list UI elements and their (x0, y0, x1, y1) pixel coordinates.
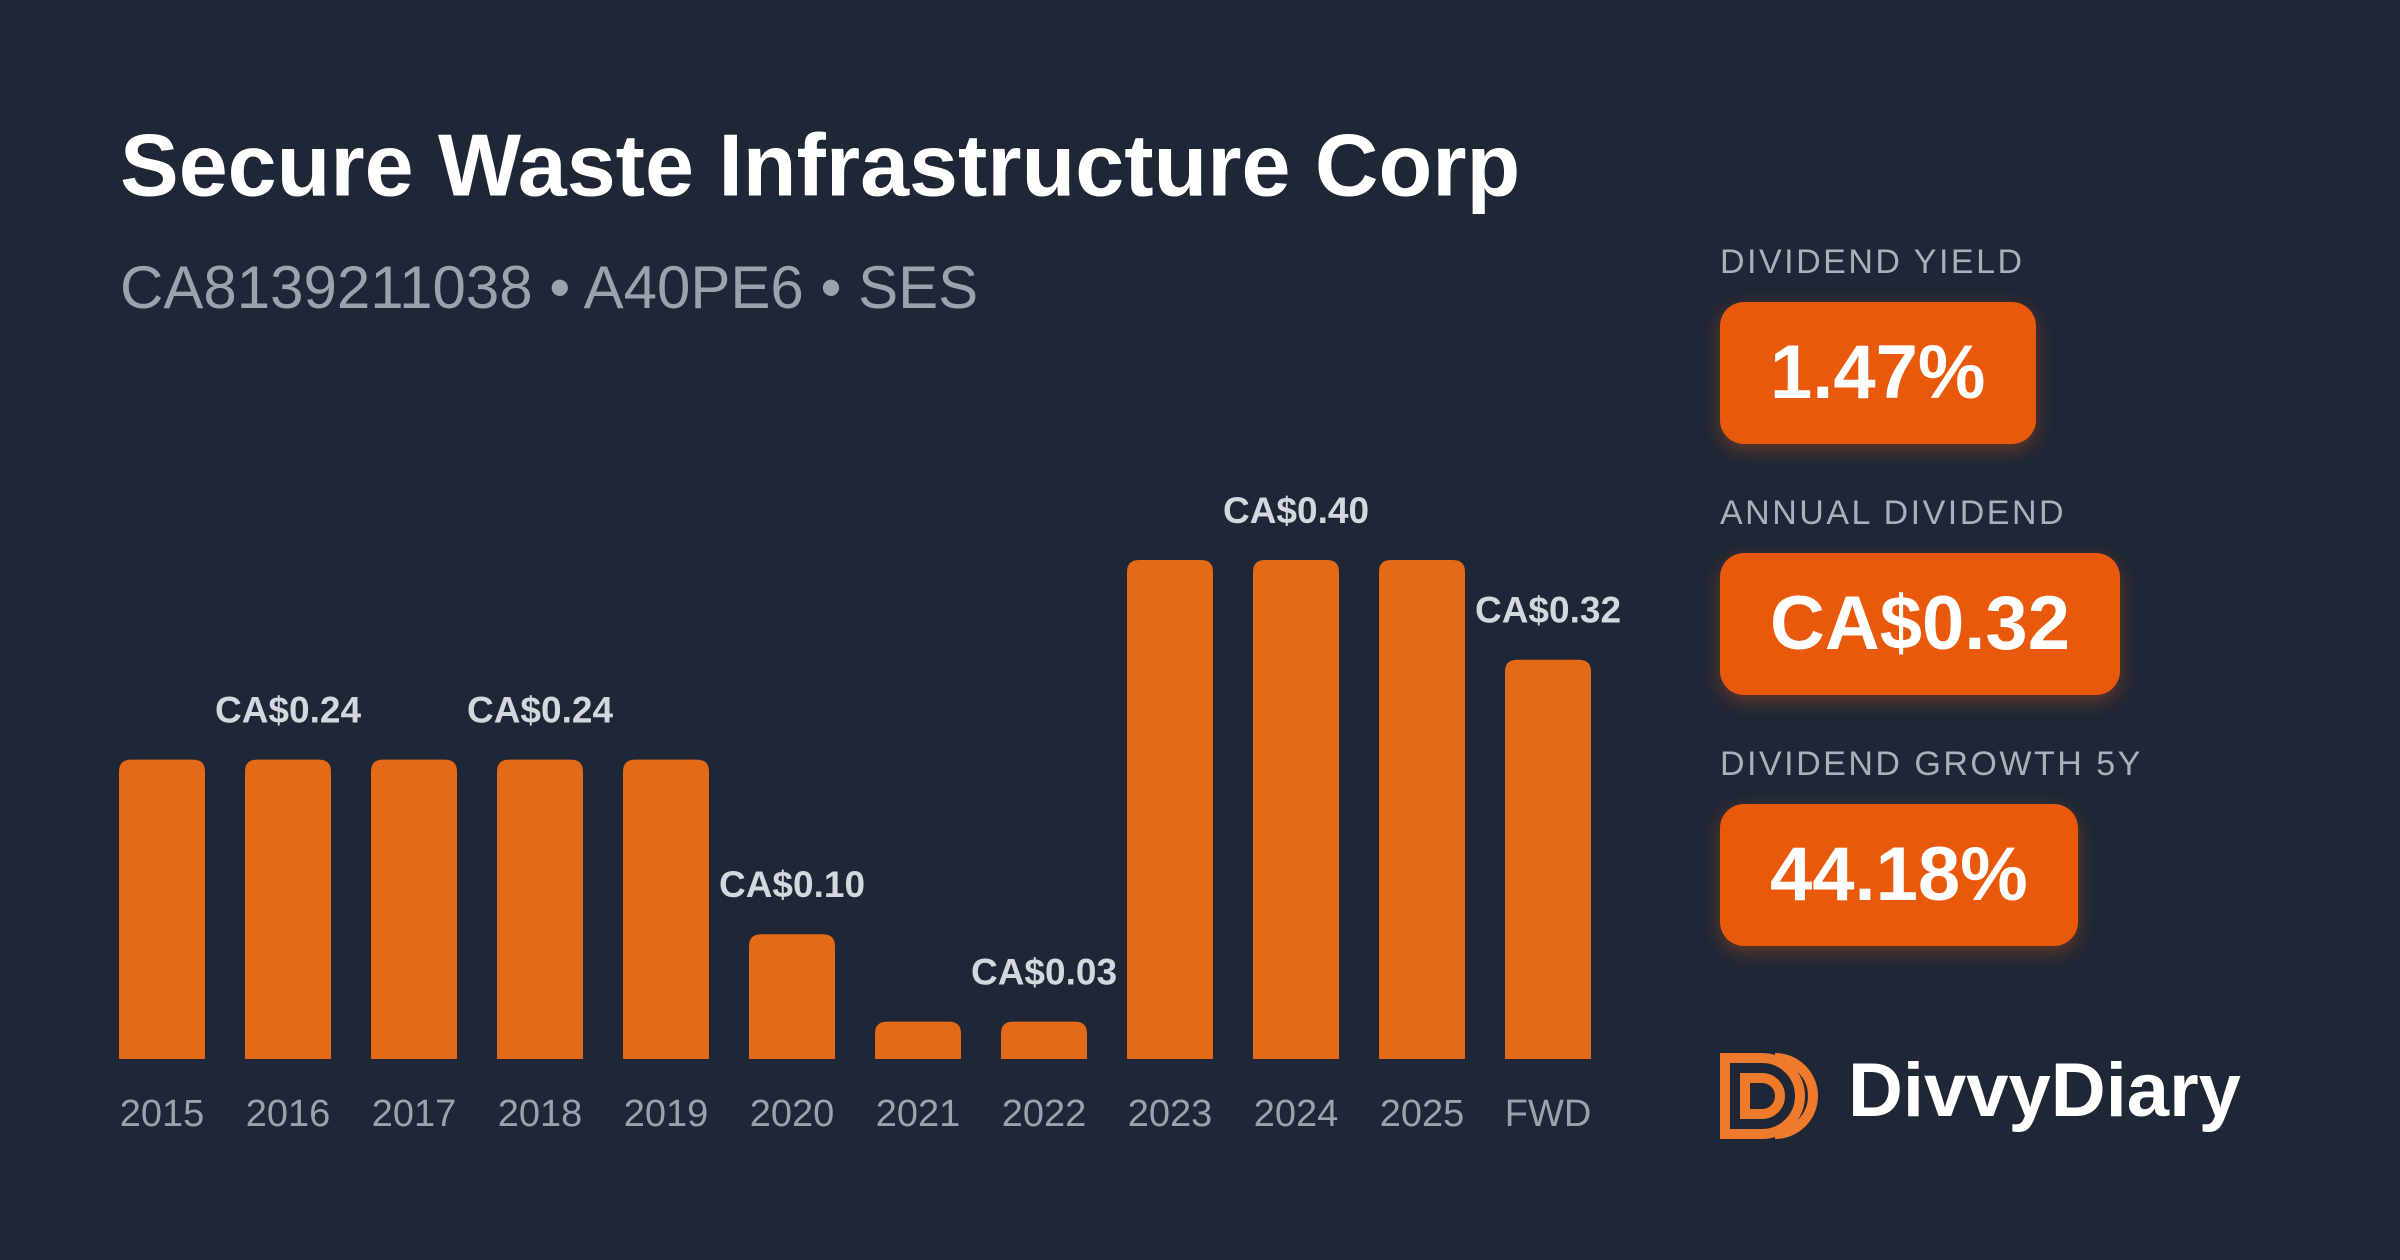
stat-value: CA$0.32 (1720, 553, 2120, 695)
stat: ANNUAL DIVIDEND CA$0.32 (1720, 493, 2120, 695)
stat-value: 1.47% (1720, 302, 2036, 444)
bar (875, 1021, 961, 1059)
bar (623, 759, 709, 1059)
bar (1379, 560, 1465, 1059)
bar (1253, 560, 1339, 1059)
value-label: CA$0.40 (1223, 490, 1369, 531)
x-tick-label: 2025 (1380, 1093, 1465, 1135)
bar (1505, 659, 1591, 1059)
x-tick-label: 2024 (1254, 1093, 1339, 1135)
x-tick-label: 2021 (876, 1093, 961, 1135)
value-label: CA$0.03 (971, 951, 1117, 992)
bar (371, 759, 457, 1059)
bar (749, 934, 835, 1059)
chart-title: Secure Waste Infrastructure Corp (120, 115, 1520, 214)
x-tick-label: 2016 (246, 1093, 331, 1135)
x-tick-label: 2018 (498, 1093, 583, 1135)
x-tick-label: 2015 (120, 1093, 205, 1135)
value-label: CA$0.32 (1475, 590, 1621, 631)
bar (119, 759, 205, 1059)
x-tick-label: 2019 (624, 1093, 709, 1135)
brand-logo (1720, 1053, 1818, 1139)
x-tick-label: 2023 (1128, 1093, 1213, 1135)
brand-name: DivvyDiary (1848, 1048, 2241, 1133)
x-tick-label: FWD (1505, 1093, 1592, 1135)
bar (245, 759, 331, 1059)
value-label: CA$0.10 (719, 864, 865, 905)
x-tick-label: 2020 (750, 1093, 835, 1135)
value-label: CA$0.24 (215, 689, 361, 730)
bar (1127, 560, 1213, 1059)
stat-label: ANNUAL DIVIDEND (1720, 494, 2067, 532)
stat-label: DIVIDEND GROWTH 5Y (1720, 745, 2143, 783)
bar (497, 759, 583, 1059)
chart-subtitle: CA8139211038 • A40PE6 • SES (120, 254, 978, 321)
stat: DIVIDEND GROWTH 5Y 44.18% (1720, 744, 2143, 946)
stat: DIVIDEND YIELD 1.47% (1720, 242, 2036, 444)
x-tick-label: 2022 (1002, 1093, 1087, 1135)
value-label: CA$0.24 (467, 689, 613, 730)
stat-label: DIVIDEND YIELD (1720, 243, 2025, 281)
bar (1001, 1021, 1087, 1059)
stat-value: 44.18% (1720, 804, 2078, 946)
x-tick-label: 2017 (372, 1093, 457, 1135)
